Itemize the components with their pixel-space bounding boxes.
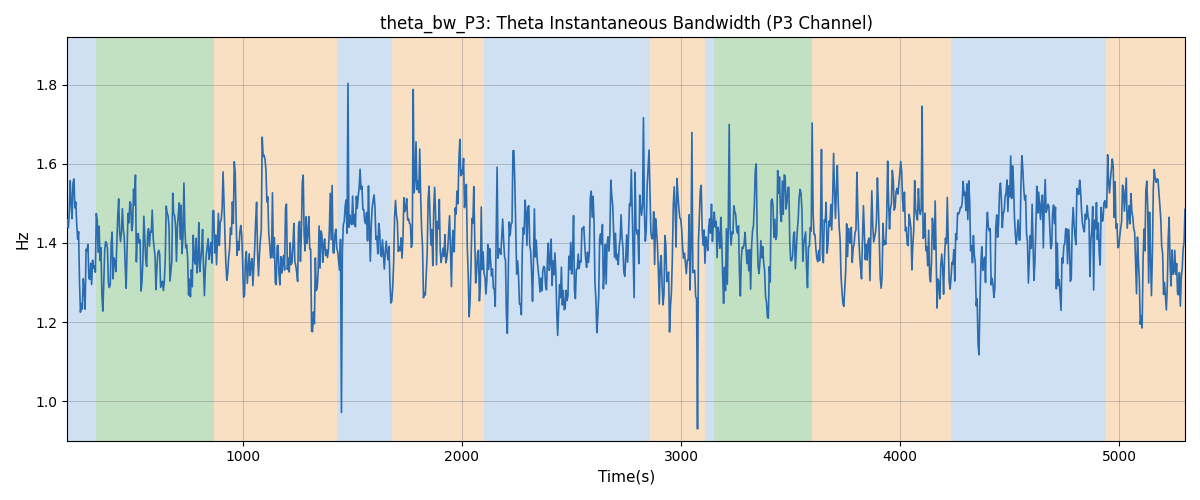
Bar [642,38,650,440]
Bar [847,38,950,440]
Bar [391,38,484,440]
X-axis label: Time(s): Time(s) [598,470,655,485]
Bar [67,38,96,440]
Y-axis label: Hz: Hz [16,230,30,249]
Bar [812,38,847,440]
Bar [706,38,714,440]
Bar [1088,38,1106,440]
Bar [950,38,1088,440]
Bar [1106,38,1186,440]
Bar [484,38,642,440]
Bar [378,38,391,440]
Bar [96,38,215,440]
Bar [337,38,378,440]
Bar [215,38,337,440]
Title: theta_bw_P3: Theta Instantaneous Bandwidth (P3 Channel): theta_bw_P3: Theta Instantaneous Bandwid… [379,15,872,34]
Bar [714,38,812,440]
Bar [650,38,706,440]
